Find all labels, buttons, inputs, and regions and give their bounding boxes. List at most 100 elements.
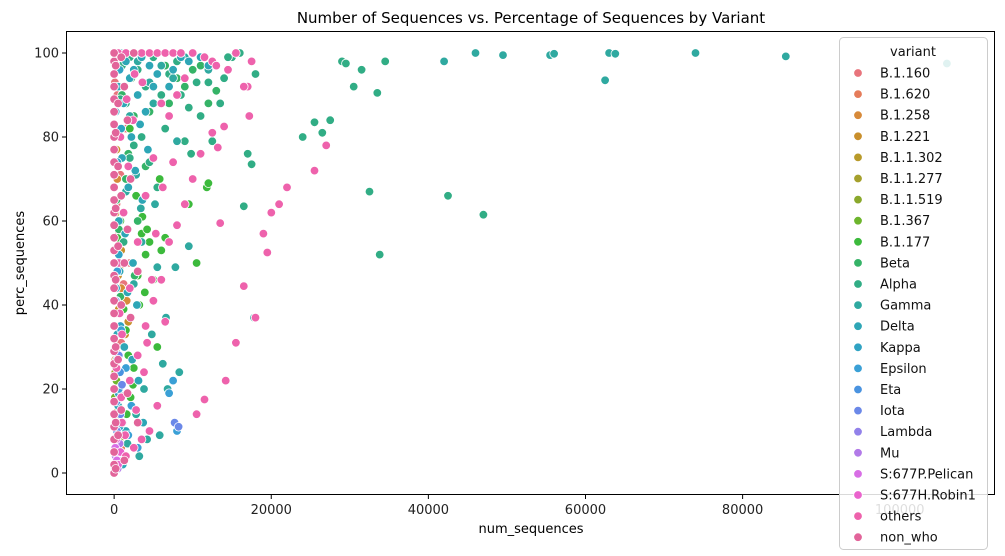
x-axis-title: num_sequences <box>478 522 583 537</box>
point-beta <box>132 216 143 226</box>
point-others <box>250 312 261 323</box>
point-alpha <box>341 58 351 69</box>
point-non-who <box>110 60 121 71</box>
legend-label: B.1.258 <box>880 109 930 124</box>
point-b-1-177 <box>152 342 163 352</box>
point-gamma <box>154 430 165 440</box>
legend-marker <box>853 215 863 226</box>
point-delta <box>140 107 151 117</box>
legend-label: S:677P.Pelican <box>880 467 973 482</box>
point-alpha <box>239 201 249 212</box>
point-others <box>156 275 167 285</box>
point-alpha <box>309 117 320 128</box>
point-others <box>180 73 190 83</box>
point-delta <box>184 56 194 67</box>
legend-marker <box>853 131 863 142</box>
point-others <box>125 283 135 293</box>
legend-label: B.1.1.519 <box>880 193 943 208</box>
point-others <box>199 394 210 405</box>
point-gamma <box>600 75 610 86</box>
point-alpha <box>180 136 190 146</box>
point-others <box>220 375 231 386</box>
point-non-who <box>110 203 121 214</box>
point-non-who <box>109 182 119 193</box>
point-b-1-177 <box>140 287 150 298</box>
legend-marker <box>853 194 863 205</box>
legend-label: Iota <box>880 404 905 419</box>
point-alpha <box>380 56 390 67</box>
point-delta <box>143 144 153 155</box>
legend-label: B.1.160 <box>880 67 930 82</box>
point-others <box>118 207 129 218</box>
point-alpha <box>298 132 308 142</box>
point-delta <box>126 132 137 142</box>
legend-title: variant <box>890 45 936 60</box>
point-non-who <box>109 283 119 293</box>
point-non-who <box>122 224 133 235</box>
point-others <box>121 94 132 104</box>
point-alpha <box>136 132 147 142</box>
point-non-who <box>109 81 119 92</box>
y-tick-label: 100 <box>34 47 59 62</box>
legend-marker <box>853 321 863 331</box>
point-non-who <box>109 396 119 407</box>
legend-marker <box>853 300 863 310</box>
point-alpha <box>375 249 385 260</box>
point-non-who <box>109 220 119 230</box>
point-b-1-177 <box>191 258 202 268</box>
point-delta <box>133 375 144 386</box>
point-non-who <box>109 321 119 331</box>
point-non-who <box>109 144 119 155</box>
legend-frame <box>839 37 988 550</box>
point-gamma <box>184 241 194 251</box>
legend-marker <box>853 363 863 374</box>
legend-label: S:677H.Robin1 <box>880 489 976 504</box>
point-gamma <box>147 329 157 340</box>
point-gamma <box>136 203 146 214</box>
point-non-who <box>109 384 119 394</box>
point-alpha <box>443 191 453 201</box>
point-non-who <box>113 241 123 251</box>
point-alpha <box>325 115 335 125</box>
point-others <box>140 321 151 331</box>
point-non-who <box>109 258 119 268</box>
point-others <box>246 56 257 67</box>
legend-label: B.1.221 <box>880 130 930 145</box>
point-beta <box>195 60 206 71</box>
point-gamma <box>781 51 791 62</box>
point-alpha <box>242 149 253 159</box>
point-non-who <box>116 300 126 310</box>
point-epsilon <box>168 375 178 386</box>
x-tick-label: 20000 <box>251 503 292 518</box>
point-b-1-177 <box>156 245 167 256</box>
y-tick-label: 60 <box>42 215 59 230</box>
point-alpha <box>349 81 359 92</box>
point-delta <box>135 119 145 130</box>
legend-label: B.1.1.277 <box>880 172 943 187</box>
point-others <box>168 48 178 58</box>
point-alpha <box>125 153 135 163</box>
point-non-who <box>119 258 130 268</box>
point-non-who <box>109 170 119 180</box>
point-others <box>136 434 147 445</box>
point-alpha <box>250 69 261 79</box>
point-others <box>258 228 269 239</box>
point-gamma <box>439 56 449 67</box>
point-beta <box>203 98 214 109</box>
point-others <box>164 111 174 121</box>
point-gamma <box>150 199 160 209</box>
point-gamma <box>139 384 149 394</box>
point-gamma <box>172 136 182 146</box>
legend-items: B.1.160 B.1.620 B.1.258 B.1.221 B.1.1.302 B.1… <box>853 67 976 546</box>
point-non-who <box>110 128 121 138</box>
point-others <box>172 220 182 230</box>
point-alpha <box>215 98 225 109</box>
y-tick-label: 20 <box>42 383 59 398</box>
legend-label: others <box>880 510 922 525</box>
point-others <box>215 218 225 228</box>
point-non-who <box>109 447 119 457</box>
point-non-who <box>122 388 133 398</box>
point-beta <box>164 98 174 109</box>
point-others <box>148 296 159 306</box>
point-others <box>123 161 134 172</box>
